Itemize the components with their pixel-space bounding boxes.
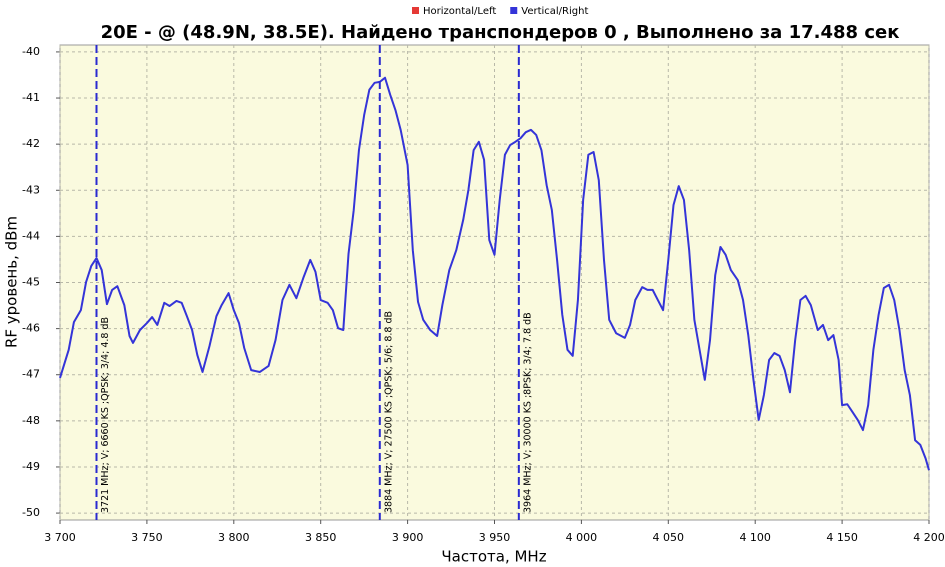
x-tick-label: 3 750 — [131, 531, 163, 544]
y-tick-label: -48 — [22, 414, 40, 427]
y-tick-label: -45 — [22, 276, 40, 289]
marker-label: 3884 MHz; V; 27500 KS ;QPSK; 5/6; 8.8 dB — [383, 311, 394, 513]
legend-swatch — [510, 7, 518, 14]
marker-label: 3721 MHz; V; 6660 KS ;QPSK; 3/4; 4.8 dB — [100, 317, 111, 513]
x-tick-label: 4 150 — [826, 531, 858, 544]
marker-label: 3964 MHz; V; 30000 KS ;8PSK; 3/4; 7.8 dB — [522, 312, 533, 513]
y-tick-label: -44 — [22, 229, 40, 242]
chart-title: 20E - @ (48.9N, 38.5E). Найдено транспон… — [101, 22, 900, 43]
x-tick-label: 4 200 — [913, 531, 945, 544]
y-tick-label: -47 — [22, 368, 40, 381]
x-tick-label: 3 950 — [479, 531, 511, 544]
x-tick-label: 4 000 — [566, 531, 598, 544]
x-tick-label: 4 050 — [653, 531, 685, 544]
y-tick-label: -43 — [22, 183, 40, 196]
x-tick-label: 3 800 — [218, 531, 250, 544]
x-axis-label: Частота, MHz — [441, 548, 546, 566]
legend-label: Vertical/Right — [521, 6, 588, 17]
legend-label: Horizontal/Left — [423, 6, 496, 17]
y-tick-label: -41 — [22, 91, 40, 104]
y-tick-label: -50 — [22, 506, 40, 519]
y-tick-label: -42 — [22, 137, 40, 150]
x-tick-label: 4 100 — [739, 531, 771, 544]
x-tick-label: 3 900 — [392, 531, 424, 544]
y-tick-label: -46 — [22, 322, 40, 335]
x-tick-label: 3 850 — [305, 531, 337, 544]
legend-swatch — [412, 7, 419, 14]
x-tick-label: 3 700 — [44, 531, 76, 544]
series-line — [59, 76, 930, 471]
y-axis-label: RF уровень, dBm — [3, 216, 21, 348]
y-tick-label: -49 — [22, 460, 40, 473]
y-tick-label: -40 — [22, 45, 40, 58]
